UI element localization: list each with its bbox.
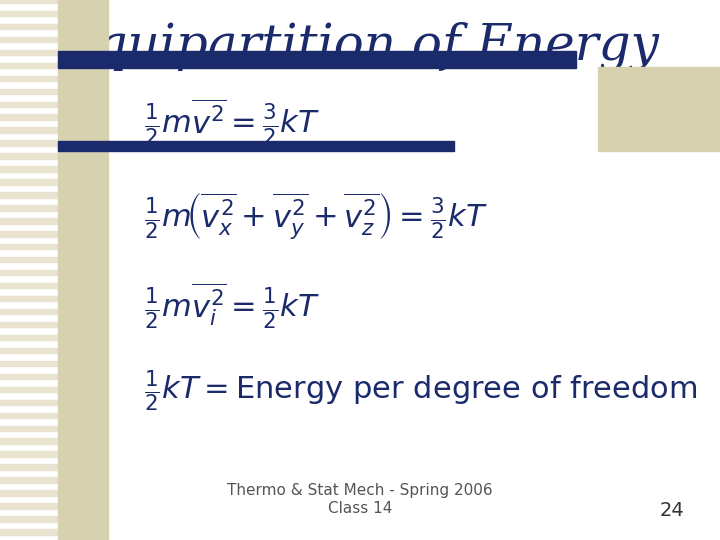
Text: Equipartition of Energy: Equipartition of Energy (60, 21, 660, 71)
Text: $\frac{1}{2}kT = \mathrm{Energy\ per\ degree\ of\ freedom}$: $\frac{1}{2}kT = \mathrm{Energy\ per\ de… (144, 369, 698, 414)
Text: $\frac{1}{2}m\!\left(\overline{v_{x}^{2}} + \overline{v_{y}^{2}} + \overline{v_{: $\frac{1}{2}m\!\left(\overline{v_{x}^{2}… (144, 190, 487, 242)
Text: $\frac{1}{2}m\overline{v^{2}} = \frac{3}{2}kT$: $\frac{1}{2}m\overline{v^{2}} = \frac{3}… (144, 96, 320, 147)
Text: Thermo & Stat Mech - Spring 2006
Class 14: Thermo & Stat Mech - Spring 2006 Class 1… (228, 483, 492, 516)
Text: 24: 24 (660, 501, 684, 520)
Text: $\frac{1}{2}m\overline{v_{i}^{2}} = \frac{1}{2}kT$: $\frac{1}{2}m\overline{v_{i}^{2}} = \fra… (144, 280, 320, 330)
